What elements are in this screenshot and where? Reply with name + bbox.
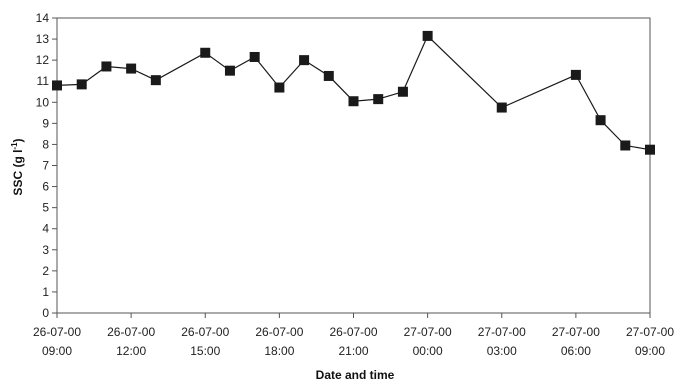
x-tick-label-date: 26-07-00	[181, 325, 229, 339]
data-point-marker	[274, 82, 285, 93]
data-point-marker	[496, 102, 507, 113]
x-axis: 26-07-00 09:00 26-07-00 12:00 26-07-00 15:00 2…	[33, 313, 674, 358]
y-tick-label: 4	[42, 222, 49, 236]
data-point-marker	[645, 144, 655, 155]
y-axis-title-sup: -1	[10, 142, 19, 150]
data-series	[52, 30, 655, 155]
data-point-marker	[52, 80, 62, 91]
y-tick-label: 11	[37, 74, 50, 88]
x-tick-label-time: 00:00	[413, 344, 443, 358]
data-point-marker	[126, 63, 137, 74]
data-point-marker	[348, 96, 359, 107]
y-axis-title-close: )	[11, 138, 25, 142]
y-tick-label: 2	[42, 264, 49, 278]
x-axis-title: Date and time	[316, 368, 395, 380]
data-point-marker	[299, 55, 310, 66]
data-point-marker	[373, 94, 384, 105]
y-tick-label: 14	[36, 11, 50, 25]
y-tick-label: 6	[42, 180, 49, 194]
y-tick-label: 3	[42, 243, 49, 257]
x-tick-label-time: 18:00	[264, 344, 294, 358]
data-point-marker	[323, 70, 334, 81]
x-tick-label-date: 27-07-00	[404, 325, 452, 339]
plot-frame	[56, 17, 651, 314]
data-point-marker	[150, 75, 161, 86]
x-tick-label-date: 26-07-00	[329, 325, 377, 339]
data-point-marker	[620, 140, 631, 151]
x-tick-label-date: 26-07-00	[107, 325, 155, 339]
x-tick-label-time: 09:00	[42, 344, 72, 358]
x-tick-label-time: 06:00	[561, 344, 591, 358]
y-tick-label: 10	[36, 95, 50, 109]
x-tick-label-date: 27-07-00	[478, 325, 526, 339]
x-tick-label-date: 27-07-00	[626, 325, 674, 339]
series-line	[56, 34, 651, 151]
data-point-marker	[76, 79, 87, 90]
data-point-marker	[200, 47, 211, 58]
y-tick-label: 13	[36, 32, 50, 46]
x-tick-label-date: 26-07-00	[33, 325, 81, 339]
data-point-marker	[249, 51, 260, 62]
y-tick-label: 0	[42, 306, 49, 320]
y-tick-label: 5	[42, 201, 49, 215]
data-point-marker	[101, 61, 112, 72]
x-tick-label-date: 27-07-00	[552, 325, 600, 339]
y-axis-title-main: SSC (g l	[11, 150, 25, 196]
x-tick-label-time: 09:00	[635, 344, 665, 358]
x-tick-label-time: 15:00	[190, 344, 220, 358]
y-tick-label: 7	[42, 159, 49, 173]
y-tick-label: 12	[36, 53, 50, 67]
data-point-marker	[397, 86, 408, 97]
y-tick-label: 1	[42, 285, 49, 299]
y-tick-label: 9	[42, 116, 49, 130]
data-point-marker	[595, 115, 606, 126]
x-tick-label-time: 21:00	[338, 344, 368, 358]
x-tick-label-time: 03:00	[487, 344, 517, 358]
x-tick-label-time: 12:00	[116, 344, 146, 358]
y-axis-title: SSC (g l-1)	[10, 138, 25, 195]
data-point-marker	[224, 65, 235, 76]
data-point-marker	[422, 30, 433, 41]
data-point-marker	[570, 69, 581, 80]
y-tick-label: 8	[42, 137, 49, 151]
x-tick-label-date: 26-07-00	[255, 325, 303, 339]
